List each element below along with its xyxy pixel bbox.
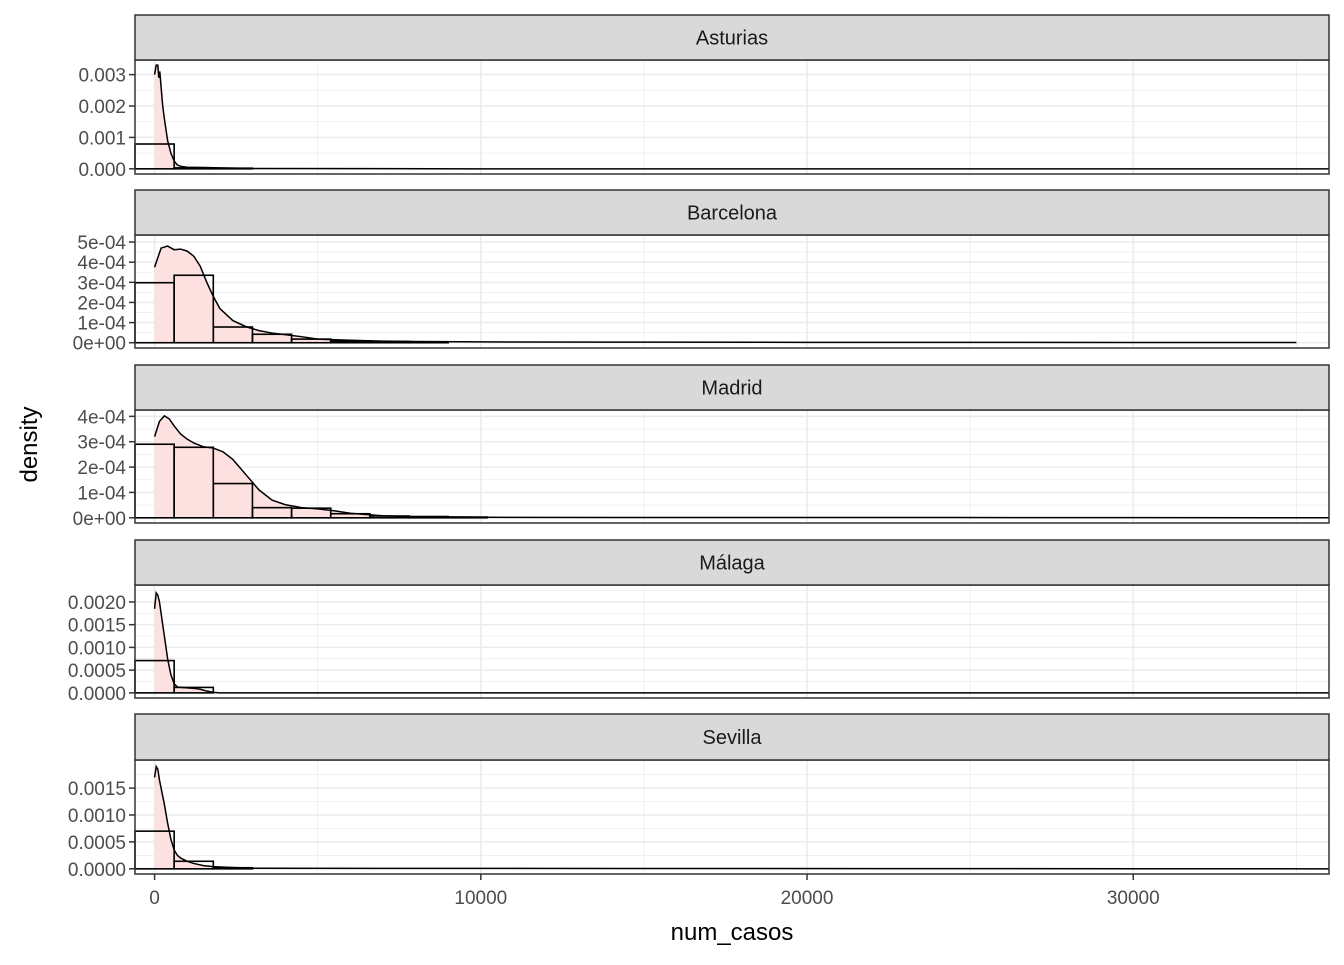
facet-strip-label: Asturias <box>696 28 768 50</box>
y-tick-label: 1e-04 <box>77 314 126 335</box>
y-tick-label: 0.0000 <box>68 684 126 705</box>
histogram-bar <box>173 860 215 870</box>
histogram-bar <box>173 686 215 694</box>
y-tick-label: 0.000 <box>78 160 126 181</box>
density-line <box>153 245 1297 344</box>
y-tick-label: 0.0005 <box>68 833 126 854</box>
facet-strip <box>134 713 1330 761</box>
panel-background <box>135 60 1329 174</box>
y-tick-label: 0.0005 <box>68 661 126 682</box>
facet-strip-label: Madrid <box>701 378 762 400</box>
facet-strip-label: Barcelona <box>687 203 778 225</box>
facet-strip <box>134 14 1330 61</box>
facet-panel-sevilla: Sevilla 0.0000 0.0005 0.0010 0.0015 <box>68 713 1330 881</box>
facet-strip <box>134 364 1330 411</box>
histogram-bar <box>212 482 254 519</box>
y-axis-title: density <box>16 406 43 482</box>
y-tick-label: 0.002 <box>78 97 126 118</box>
histogram-bar <box>173 446 215 519</box>
facet-panel-madrid: Madrid 0e+00 1e-04 2e-04 3e-04 4e-04 <box>73 364 1330 530</box>
facet-strip <box>134 539 1330 586</box>
density-line <box>153 64 1329 170</box>
x-tick-label: 10000 <box>454 888 507 909</box>
y-tick-label: 0.0010 <box>68 806 126 827</box>
y-tick-label: 0.0010 <box>68 638 126 659</box>
x-tick-label: 20000 <box>781 888 834 909</box>
density-line <box>153 764 1330 870</box>
y-tick-label: 2e-04 <box>77 458 126 479</box>
x-tick-label: 0 <box>149 888 160 909</box>
facet-strip <box>134 189 1330 236</box>
facet-strip-label: Málaga <box>699 553 765 575</box>
y-tick-label: 0.003 <box>78 66 126 87</box>
y-tick-label: 0.0015 <box>68 616 126 637</box>
y-tick-label: 5e-04 <box>77 233 126 254</box>
y-tick-label: 0.0015 <box>68 779 126 800</box>
x-axis-title: num_casos <box>671 919 794 946</box>
y-tick-label: 2e-04 <box>77 293 126 314</box>
y-tick-label: 1e-04 <box>77 483 126 504</box>
y-tick-label: 0e+00 <box>73 509 126 530</box>
density-line <box>153 590 1329 694</box>
y-tick-label: 4e-04 <box>77 407 126 428</box>
histogram-bar <box>173 274 215 344</box>
y-tick-label: 0.0000 <box>68 860 126 881</box>
y-tick-label: 0.001 <box>78 128 126 149</box>
density-line <box>153 414 1330 519</box>
y-tick-label: 3e-04 <box>77 433 126 454</box>
y-tick-label: 0e+00 <box>73 334 126 355</box>
y-tick-label: 3e-04 <box>77 273 126 294</box>
x-tick-label: 30000 <box>1107 888 1160 909</box>
panel-background <box>135 235 1329 348</box>
panel-background <box>135 760 1329 874</box>
y-tick-label: 0.0020 <box>68 593 126 614</box>
y-tick-label: 4e-04 <box>77 253 126 274</box>
facet-strip-label: Sevilla <box>703 727 763 749</box>
panel-background <box>135 585 1329 698</box>
facet-panel-asturias: Asturias 0.000 0.001 0.002 0.003 <box>78 14 1330 181</box>
